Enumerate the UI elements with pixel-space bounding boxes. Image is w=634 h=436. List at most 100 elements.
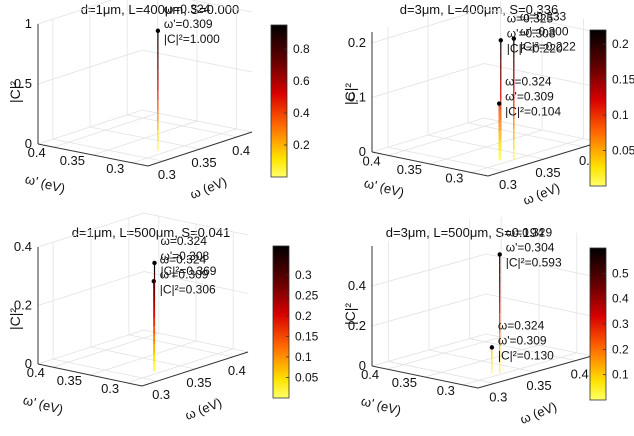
x-tick-label: 0.4: [232, 143, 250, 158]
data-label-line: ω'=0.309: [160, 267, 209, 281]
y-tick-label: 0.3: [437, 383, 455, 398]
gridline: [388, 121, 501, 156]
colorbar-tick-label: 0.4: [293, 106, 310, 120]
data-label-line: |C|²=0.306: [160, 282, 216, 296]
x-tick-label: 0.3: [158, 167, 176, 182]
colorbar: 0.05 0.1 0.15 0.2 0.25 0.3: [272, 245, 319, 399]
colorbar-tick-label: 0.4: [612, 292, 629, 306]
gridline: [462, 352, 577, 386]
gridline: [424, 344, 540, 378]
y-tick-label: 0.4: [362, 153, 380, 168]
data-label-line: ω'=0.309: [498, 333, 547, 347]
z-axis-label: |C|²: [342, 303, 358, 325]
data-label-line: |C|²=0.222: [520, 40, 576, 54]
data-label-line: |C|²=0.130: [498, 348, 554, 362]
x-axis-label: ω (eV): [188, 174, 229, 202]
colorbar-tick-label: 0.1: [295, 350, 312, 364]
x-tick-label: 0.35: [186, 375, 211, 390]
plot-area-3: 0.30.350.40.30.350.400.20.4ω=0.324ω'=0.3…: [14, 212, 319, 402]
y-axis-label: ω' (eV): [363, 175, 406, 200]
chart-title: d=1μm, L=400μm, S=0.000: [81, 2, 239, 17]
data-label-line: ω'=0.300: [520, 25, 569, 39]
colorbar-tick-label: 0.15: [295, 329, 319, 343]
x-tick-label: 0.35: [191, 155, 216, 170]
colorbar-tick-label: 0.2: [612, 37, 629, 51]
z-axis-label: |C|²: [7, 308, 23, 330]
data-point: [498, 38, 503, 43]
x-tick-label: 0.3: [499, 177, 517, 192]
x-tick-label: 0.3: [152, 387, 170, 402]
x-tick-label: 0.4: [228, 363, 246, 378]
y-tick-label: 0.3: [101, 381, 119, 396]
x-tick-label: 0.3: [489, 389, 507, 404]
gridline: [53, 112, 158, 148]
gridline: [89, 340, 197, 376]
y-tick-label: 0.3: [445, 171, 463, 186]
axes: 0.30.350.40.30.350.400.20.4: [348, 246, 593, 404]
z-tick-label: 0.1: [348, 89, 366, 104]
colorbar-gradient: [272, 245, 290, 399]
data-label-line: ω'=0.304: [506, 240, 555, 254]
y-axis-label: ω' (eV): [24, 171, 67, 196]
x-axis-label: ω (eV): [521, 180, 562, 208]
colorbar-tick-label: 0.1: [612, 108, 629, 122]
gridline: [92, 120, 198, 156]
colorbar-tick-label: 0.8: [293, 42, 310, 56]
z-tick-label: 0.2: [14, 298, 32, 313]
y-axis-line: [371, 151, 489, 177]
gridline: [471, 138, 584, 173]
data-label-line: ω'=0.308: [161, 249, 210, 263]
data-label-line: ω'=0.309: [505, 90, 554, 104]
colorbar-tick-label: 0.5: [612, 266, 629, 280]
x-tick-label: 0.4: [571, 367, 589, 382]
data-label-line: ω'=0.308: [507, 26, 556, 40]
data-label-line: ω=0.325: [507, 11, 554, 25]
x-tick-label: 0.35: [535, 165, 560, 180]
z-tick-label: 0.4: [14, 239, 32, 254]
colorbar-tick-label: 0.6: [293, 74, 310, 88]
data-label-line: ω=0.333: [520, 10, 567, 24]
data-point: [155, 28, 161, 33]
data-point: [511, 36, 517, 41]
z-tick-label: 0: [25, 356, 32, 371]
chart-panel-1: d=1μm, L=400μm, S=0.000 |C|² ω (eV) ω' (…: [7, 0, 310, 202]
z-axis-label: |C|²: [7, 81, 23, 103]
x-axis-line: [477, 355, 593, 389]
chart-panel-4: d=3μm, L=500μm, S=0.194 |C|² ω (eV) ω' (…: [342, 217, 629, 427]
gridline: [387, 336, 502, 370]
data-label-line: |C|²=0.220: [507, 41, 563, 55]
colorbar: 0.1 0.2 0.3 0.4 0.5: [589, 247, 629, 401]
x-tick-label: 0.35: [526, 378, 551, 393]
colorbar-tick-label: 0.2: [295, 309, 312, 323]
y-axis-line: [37, 143, 149, 167]
axis-walls: [37, 212, 249, 384]
chart-title: d=1μm, L=500μm, S=0.041: [72, 225, 230, 240]
colorbar-tick-label: 0.25: [295, 288, 319, 302]
x-axis-line: [487, 141, 601, 177]
data-label-line: |C|²=0.104: [505, 105, 561, 119]
data-point: [152, 260, 157, 266]
chart-panel-3: d=1μm, L=500μm, S=0.041 |C|² ω (eV) ω' (…: [7, 212, 319, 423]
data-point: [151, 279, 156, 284]
x-axis-label: ω (eV): [518, 399, 559, 427]
colorbar-tick-label: 0.2: [293, 138, 310, 152]
z-axis-label: |C|²: [342, 83, 358, 105]
chart-title: d=3μm, L=400μm, S=0.336: [400, 2, 558, 17]
y-axis-line: [371, 365, 479, 389]
data-label-line: ω=0.324: [498, 318, 545, 332]
y-tick-label: 0.4: [27, 365, 45, 380]
axis-walls: [371, 217, 593, 386]
data-label-line: |C|²=0.593: [506, 255, 562, 269]
z-tick-label: 0: [25, 136, 32, 151]
y-axis-label: ω' (eV): [360, 393, 403, 418]
colorbar-tick-label: 0.3: [295, 268, 312, 282]
y-tick-label: 0.35: [397, 162, 422, 177]
gridline: [429, 129, 543, 165]
x-axis-label: ω (eV): [183, 395, 224, 423]
data-label-line: |C|²=1.000: [164, 32, 220, 46]
gridline: [132, 128, 237, 164]
